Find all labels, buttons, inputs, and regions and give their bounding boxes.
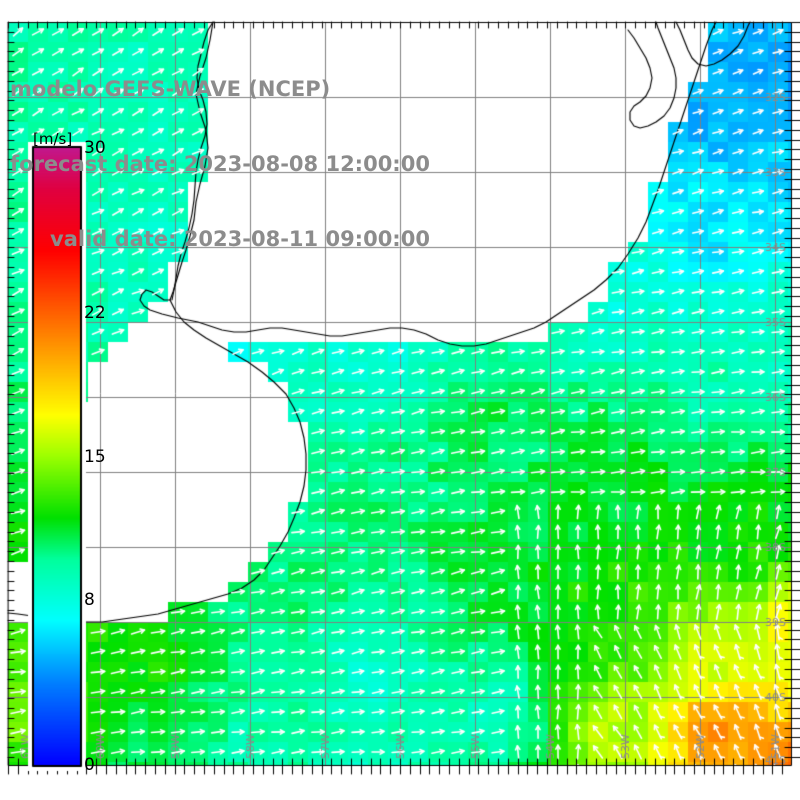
- forecast-date-line: forecast date: 2023-08-08 12:00:00: [10, 152, 430, 176]
- model-name-line: modelo GEFS-WAVE (NCEP): [10, 77, 331, 101]
- colorbar-unit-label: [m/s]: [33, 130, 73, 148]
- colorbar-tick-30: 30: [84, 138, 106, 158]
- colorbar-tick-0: 0: [84, 755, 95, 775]
- colorbar-tick-8: 8: [84, 590, 95, 611]
- colorbar-tick-22: 22: [84, 302, 106, 323]
- valid-date-line: valid date: 2023-08-11 09:00:00: [50, 227, 430, 251]
- colorbar-tick-15: 15: [84, 446, 106, 467]
- map-title-block: modelo GEFS-WAVE (NCEP) forecast date: 2…: [10, 27, 430, 302]
